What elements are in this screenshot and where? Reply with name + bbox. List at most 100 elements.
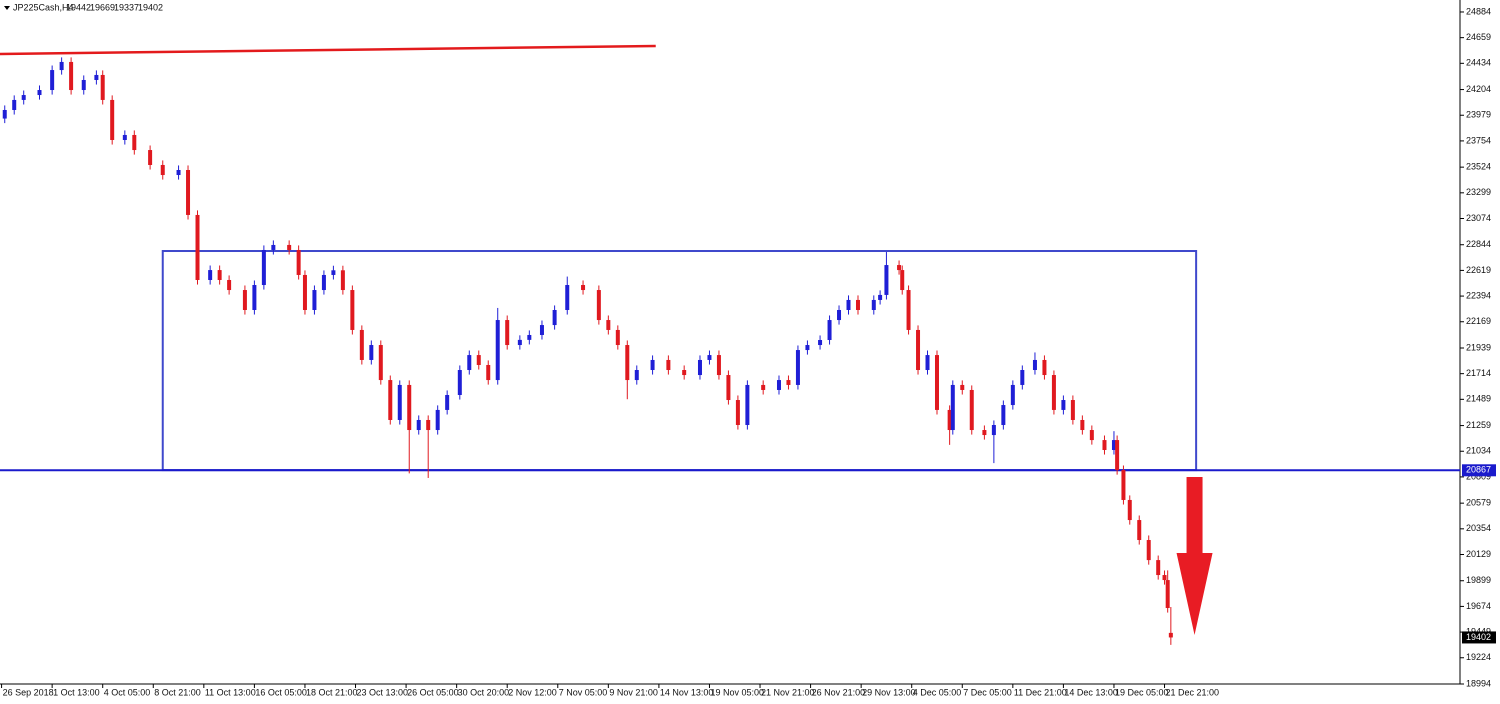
candle-body xyxy=(1156,560,1161,576)
candle-body xyxy=(435,409,440,431)
trendline xyxy=(0,44,656,56)
candle-body xyxy=(527,334,532,340)
candle-body xyxy=(818,340,823,346)
candle-body xyxy=(707,355,712,360)
candle-body xyxy=(302,274,307,310)
candle-body xyxy=(596,290,601,321)
candle-body xyxy=(837,309,842,321)
y-tick-label: 20354 xyxy=(1466,523,1491,533)
candle-body xyxy=(1001,405,1006,426)
candle-body xyxy=(581,285,586,291)
x-tick-label: 16 Oct 05:00 xyxy=(255,687,307,697)
candle-body xyxy=(916,329,921,371)
candle-body xyxy=(900,270,905,291)
candle-body xyxy=(369,345,374,360)
candle-body xyxy=(312,290,317,310)
candle-body xyxy=(378,345,383,381)
candle-body xyxy=(69,61,74,91)
symbol-title: JP225Cash,H4 xyxy=(13,2,74,12)
candle-body xyxy=(565,285,570,310)
candle-body xyxy=(176,170,181,176)
candle-body xyxy=(94,74,99,80)
x-tick-label: 26 Sep 2018 xyxy=(3,687,54,697)
x-tick-label: 8 Oct 21:00 xyxy=(154,687,201,697)
x-tick-label: 9 Nov 21:00 xyxy=(609,687,658,697)
candle-body xyxy=(261,249,266,286)
candle-body xyxy=(991,425,996,436)
candle-body xyxy=(1165,580,1170,609)
candle-body xyxy=(287,244,292,250)
candle-body xyxy=(186,170,191,215)
candle-body xyxy=(227,279,232,291)
candle-body xyxy=(625,345,630,381)
candle-body xyxy=(50,70,55,91)
candle-body xyxy=(467,355,472,371)
candle-body xyxy=(539,325,544,335)
x-tick-label: 14 Nov 13:00 xyxy=(660,687,714,697)
candle-body xyxy=(37,90,42,96)
candle-body xyxy=(122,134,127,140)
candle-body xyxy=(906,290,911,330)
header-high: 19669 xyxy=(90,2,115,12)
y-tick-label: 20129 xyxy=(1466,549,1491,559)
candle-body xyxy=(495,320,500,381)
candle-body xyxy=(682,370,687,376)
candle-body xyxy=(148,150,153,165)
candle-body xyxy=(947,409,952,431)
candle-body xyxy=(486,364,491,381)
y-tick-label: 22394 xyxy=(1466,290,1491,300)
candle-body xyxy=(457,370,462,395)
candle-body xyxy=(1070,400,1075,420)
x-tick-label: 21 Dec 21:00 xyxy=(1166,687,1220,697)
support-price-tag xyxy=(1462,464,1496,477)
y-tick-label: 21259 xyxy=(1466,420,1491,430)
candle-body xyxy=(1080,419,1085,431)
candle-body xyxy=(1032,359,1037,371)
candle-body xyxy=(735,400,740,426)
candle-body xyxy=(217,270,222,280)
candle-body xyxy=(1137,520,1142,541)
candle-body xyxy=(242,290,247,310)
candle-body xyxy=(445,394,450,410)
x-tick-label: 30 Oct 20:00 xyxy=(458,687,510,697)
candle-body xyxy=(552,309,557,326)
candle-body xyxy=(650,359,655,371)
candle-body xyxy=(745,384,750,426)
y-tick-label: 21489 xyxy=(1466,394,1491,404)
candle-body xyxy=(716,355,721,376)
y-tick-label: 20579 xyxy=(1466,498,1491,508)
y-tick-label: 19674 xyxy=(1466,601,1491,611)
candle-body xyxy=(271,244,276,250)
candle-body xyxy=(21,95,26,100)
candle-body xyxy=(110,99,115,140)
y-tick-label: 18994 xyxy=(1466,678,1491,688)
y-tick-label: 19899 xyxy=(1466,575,1491,585)
support-price-label: 20867 xyxy=(1466,465,1491,475)
candle-body xyxy=(795,350,800,385)
current-price-tag xyxy=(1462,631,1496,644)
y-tick-label: 23074 xyxy=(1466,213,1491,223)
candle-body xyxy=(606,320,611,330)
candle-body xyxy=(982,430,987,436)
candle-body xyxy=(897,265,902,271)
x-tick-label: 26 Nov 21:00 xyxy=(812,687,866,697)
x-tick-label: 26 Oct 05:00 xyxy=(407,687,459,697)
candle-body xyxy=(776,380,781,390)
candle-body xyxy=(855,299,860,310)
header-low: 19337 xyxy=(114,2,139,12)
candle-body xyxy=(195,214,200,280)
down-arrow xyxy=(1176,477,1213,636)
y-tick-label: 24659 xyxy=(1466,32,1491,42)
y-tick-label: 23299 xyxy=(1466,187,1491,197)
y-tick-label: 24204 xyxy=(1466,84,1491,94)
candle-body xyxy=(2,109,7,119)
x-tick-label: 7 Dec 05:00 xyxy=(963,687,1012,697)
candle-body xyxy=(934,355,939,410)
candle-body xyxy=(160,164,165,176)
candle-body xyxy=(878,294,883,300)
x-tick-label: 7 Nov 05:00 xyxy=(559,687,608,697)
candle-body xyxy=(81,79,86,91)
candle-body xyxy=(786,380,791,385)
